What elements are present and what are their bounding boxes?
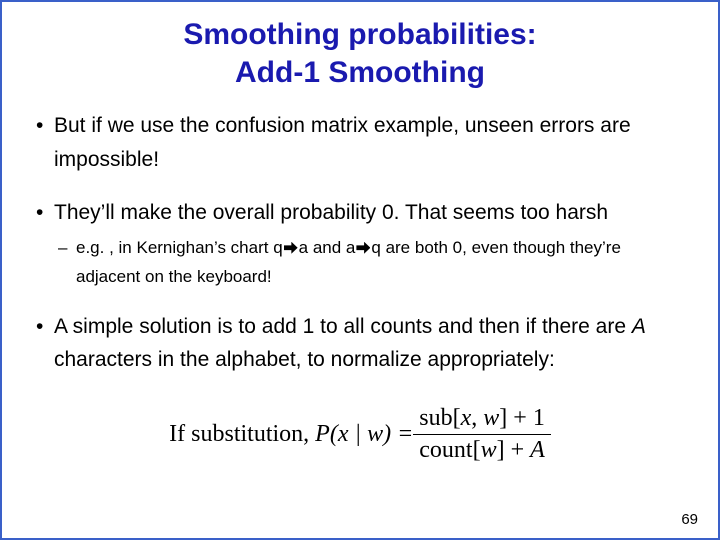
title-line-2: Add-1 Smoothing <box>235 54 485 92</box>
den-A: A <box>530 437 545 463</box>
sub-bullet-pre: e.g. , in Kernighan’s chart q <box>76 238 283 257</box>
formula-prefix: If substitution, <box>169 421 315 447</box>
bullet-3-post: characters in the alphabet, to normalize… <box>54 348 555 371</box>
bullet-2: They’ll make the overall probability 0. … <box>32 196 688 291</box>
formula-args: (x | w) = <box>330 421 413 447</box>
formula-block: If substitution, P(x | w) = sub[x, w] + … <box>32 405 688 464</box>
formula-denominator: count[w] + A <box>413 435 551 464</box>
formula-lhs: If substitution, P(x | w) = <box>169 421 413 448</box>
slide-title: Smoothing probabilities: Add-1 Smoothing <box>32 16 688 91</box>
den-w: w <box>481 437 497 463</box>
arrow-icon <box>356 242 370 254</box>
num-pre: sub[ <box>419 405 460 431</box>
formula-fraction: sub[x, w] + 1 count[w] + A <box>413 405 551 464</box>
formula: If substitution, P(x | w) = sub[x, w] + … <box>169 405 551 464</box>
bullet-3-A: A <box>632 315 646 338</box>
sub-bullet-mid: a and a <box>299 238 356 257</box>
bullet-3: A simple solution is to add 1 to all cou… <box>32 310 688 377</box>
bullet-list: But if we use the confusion matrix examp… <box>32 109 688 377</box>
num-post: ] + 1 <box>499 405 545 431</box>
num-w: w <box>483 405 499 431</box>
arrow-icon <box>284 242 298 254</box>
bullet-2-text: They’ll make the overall probability 0. … <box>54 201 608 224</box>
num-comma: , <box>471 405 483 431</box>
sub-bullet-1: e.g. , in Kernighan’s chart qa and aq ar… <box>54 234 688 292</box>
bullet-1: But if we use the confusion matrix examp… <box>32 109 688 176</box>
formula-numerator: sub[x, w] + 1 <box>413 405 551 435</box>
den-post: ] + <box>497 437 531 463</box>
sub-bullet-list: e.g. , in Kernighan’s chart qa and aq ar… <box>54 234 688 292</box>
num-x: x <box>461 405 472 431</box>
formula-P: P <box>315 421 330 447</box>
slide-frame: Smoothing probabilities: Add-1 Smoothing… <box>0 0 720 540</box>
page-number: 69 <box>681 511 698 528</box>
den-pre: count[ <box>419 437 480 463</box>
bullet-3-pre: A simple solution is to add 1 to all cou… <box>54 315 632 338</box>
bullet-1-text: But if we use the confusion matrix examp… <box>54 114 631 171</box>
title-line-1: Smoothing probabilities: <box>183 16 536 54</box>
